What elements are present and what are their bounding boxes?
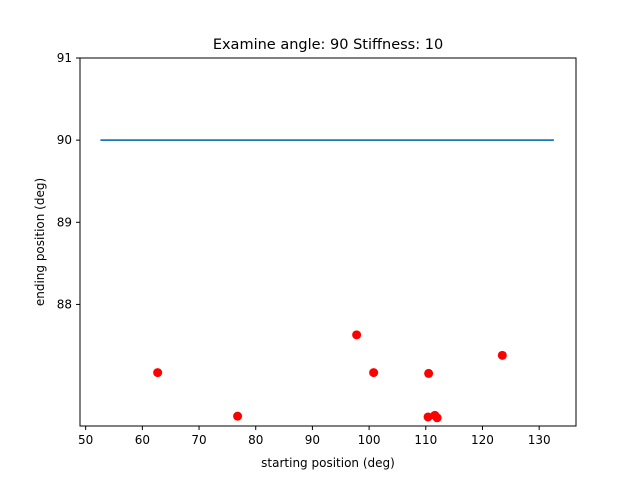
scatter-point	[233, 411, 243, 421]
scatter-point	[423, 412, 433, 422]
y-axis-ticks: 88 89 90 91	[57, 51, 80, 311]
y-tick-label: 91	[57, 51, 72, 65]
y-tick-label: 89	[57, 215, 72, 229]
scatter-point	[497, 350, 507, 360]
x-axis-label: starting position (deg)	[261, 456, 395, 470]
y-tick-label: 88	[57, 297, 72, 311]
x-tick-label: 50	[78, 433, 93, 447]
x-tick-label: 110	[414, 433, 437, 447]
x-tick-label: 130	[528, 433, 551, 447]
scatter-point	[369, 368, 379, 378]
x-tick-label: 90	[305, 433, 320, 447]
chart-title: Examine angle: 90 Stiffness: 10	[213, 37, 443, 53]
y-tick-label: 90	[57, 133, 72, 147]
scatter-point	[352, 330, 362, 340]
x-tick-label: 60	[135, 433, 150, 447]
x-axis-ticks: 50 60 70 80 90 100 110 120 130	[78, 426, 551, 447]
scatter-point	[424, 368, 434, 378]
x-tick-label: 80	[248, 433, 263, 447]
series-layer	[100, 139, 554, 423]
scatter-point	[153, 368, 163, 378]
scatter-point	[432, 413, 442, 423]
x-tick-label: 70	[191, 433, 206, 447]
x-tick-label: 120	[471, 433, 494, 447]
x-tick-label: 100	[358, 433, 381, 447]
y-axis-label: ending position (deg)	[33, 178, 47, 306]
plot-area-background	[80, 58, 576, 426]
plot-frame	[79, 57, 577, 427]
